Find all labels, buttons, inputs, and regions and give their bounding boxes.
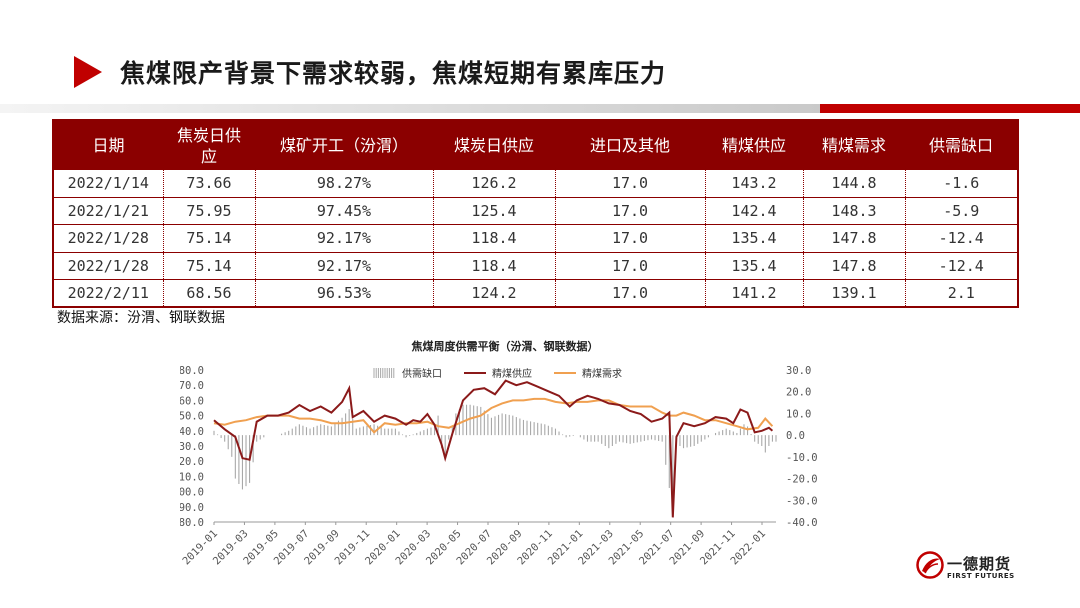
- title-divider-gray: [0, 104, 820, 113]
- table-header-row: 日期 焦炭日供 应 煤矿开工（汾渭） 煤炭日供应 进口及其他 精煤供应 精煤需求…: [53, 120, 1018, 170]
- y-left-tick-label: 160.0: [180, 395, 204, 407]
- y-left-tick-label: 180.0: [180, 365, 204, 377]
- first-futures-logo-icon: [916, 551, 944, 579]
- table-cell: -12.4: [904, 251, 1018, 280]
- table-cell: 148.3: [802, 196, 905, 225]
- table-cell: -5.9: [904, 196, 1018, 225]
- y-left-tick-label: 80.0: [180, 517, 204, 529]
- supply-demand-chart: 焦煤周度供需平衡（汾渭、钢联数据） 供需缺口 精煤供应 精煤需求 80.0 90.0 1…: [180, 339, 818, 567]
- table-cell: 147.8: [802, 251, 905, 280]
- logo-subtitle: FIRST FUTURES: [947, 572, 1015, 580]
- y-right-tick-label: 0.0: [786, 430, 805, 442]
- y-right-tick-label: 20.0: [786, 387, 811, 399]
- table-cell: 75.95: [162, 196, 255, 225]
- supply-demand-table: 日期 焦炭日供 应 煤矿开工（汾渭） 煤炭日供应 进口及其他 精煤供应 精煤需求…: [52, 119, 1019, 308]
- table-cell: 73.66: [162, 170, 255, 198]
- source-note: 数据来源：汾渭、钢联数据: [57, 310, 225, 326]
- table-cell: 97.45%: [254, 196, 433, 225]
- table-cell: -1.6: [904, 170, 1018, 198]
- table-header-cell: 日期: [53, 120, 163, 170]
- table-cell: 2022/1/21: [53, 196, 163, 225]
- table-header-cell: 精煤需求: [803, 120, 905, 170]
- y-left-tick-label: 130.0: [180, 441, 204, 453]
- y-left-tick-label: 170.0: [180, 380, 204, 392]
- table-cell: 124.2: [432, 279, 555, 307]
- company-logo: 一德期货 FIRST FUTURES: [916, 551, 1016, 581]
- table-header-cell: 供需缺口: [905, 120, 1018, 170]
- table-header-cell: 煤炭日供应: [433, 120, 555, 170]
- y-left-tick-label: 120.0: [180, 456, 204, 468]
- legend-label: 精煤供应: [492, 367, 532, 380]
- chart-legend: 供需缺口 精煤供应 精煤需求: [373, 367, 622, 380]
- y-right-tick-label: -40.0: [786, 517, 818, 529]
- legend-label: 供需缺口: [402, 367, 442, 380]
- legend-label: 精煤需求: [582, 367, 622, 380]
- table-header-cell: 焦炭日供 应: [163, 120, 255, 170]
- table-cell: 2022/1/14: [67, 174, 149, 193]
- logo-name: 一德期货: [947, 555, 1012, 573]
- chart-axes: 80.0 90.0 100.0 110.0 120.0 130.0 140.0 150.0 16…: [180, 365, 818, 567]
- table-cell: 118.4: [432, 251, 555, 280]
- y-right-tick-label: -20.0: [786, 474, 818, 486]
- y-left-tick-label: 150.0: [180, 411, 204, 423]
- table-cell: -12.4: [904, 224, 1018, 253]
- table-cell: 17.0: [554, 170, 705, 198]
- table-row: 2022/1/14 73.66 98.27% 126.2 17.0 143.2 …: [53, 170, 1018, 198]
- table-row: 2022/1/28 75.14 92.17% 118.4 17.0 135.4 …: [53, 251, 1018, 280]
- table-cell: 118.4: [432, 224, 555, 253]
- table-cell: 139.1: [802, 279, 905, 307]
- y-left-tick-label: 110.0: [180, 471, 204, 483]
- table-cell: 125.4: [432, 196, 555, 225]
- table-cell: 17.0: [554, 251, 705, 280]
- page-title: 焦煤限产背景下需求较弱，焦煤短期有累库压力: [120, 59, 667, 88]
- table-cell: 2022/2/11: [53, 279, 163, 307]
- title-divider: [0, 104, 1080, 114]
- table-cell: 135.4: [704, 224, 803, 253]
- table-cell: 2022/1/28: [53, 251, 163, 280]
- table-cell: 135.4: [704, 251, 803, 280]
- supply-line: [213, 379, 774, 518]
- y-right-tick-label: 10.0: [786, 408, 811, 420]
- chart-title: 焦煤周度供需平衡（汾渭、钢联数据）: [411, 339, 599, 353]
- table-cell: 96.53%: [254, 279, 433, 307]
- table-cell: 2.1: [904, 279, 1018, 307]
- table-cell: 141.2: [704, 279, 803, 307]
- gap-bar-series: [213, 404, 777, 512]
- table-cell: 75.14: [162, 251, 255, 280]
- legend-swatch-gap: [373, 368, 395, 378]
- table-header-cell: 煤矿开工（汾渭）: [255, 120, 433, 170]
- y-right-tick-label: -10.0: [786, 452, 818, 464]
- table-cell: 126.2: [432, 170, 555, 198]
- table-cell: 98.27%: [254, 170, 433, 198]
- table-row: 2022/1/21 75.95 97.45% 125.4 17.0 142.4 …: [53, 196, 1018, 225]
- table-cell: 17.0: [554, 196, 705, 225]
- table-row: 2022/1/28 75.14 92.17% 118.4 17.0 135.4 …: [53, 224, 1018, 253]
- table-cell: 17.0: [554, 279, 705, 307]
- y-left-tick-label: 140.0: [180, 426, 204, 438]
- table-cell: 68.56: [162, 279, 255, 307]
- table-cell: 143.2: [704, 170, 803, 198]
- y-right-tick-label: 30.0: [786, 365, 811, 377]
- y-right-tick-label: -30.0: [786, 495, 818, 507]
- table-header-cell: 精煤供应: [705, 120, 803, 170]
- table-cell: 92.17%: [254, 224, 433, 253]
- y-left-tick-label: 100.0: [180, 487, 204, 499]
- table-header-cell: 进口及其他: [555, 120, 705, 170]
- table-row: 2022/2/11 68.56 96.53% 124.2 17.0 141.2 …: [53, 279, 1018, 307]
- table-cell: 2022/1/28: [53, 224, 163, 253]
- y-left-tick-label: 90.0: [180, 502, 204, 514]
- table-cell: 142.4: [704, 196, 803, 225]
- title-divider-red: [820, 104, 1080, 113]
- chart-lines: [213, 379, 774, 518]
- title-arrow-icon: [74, 56, 102, 88]
- table-cell: 144.8: [802, 170, 905, 198]
- demand-line: [213, 397, 774, 434]
- table-cell: 92.17%: [254, 251, 433, 280]
- table-cell: 17.0: [554, 224, 705, 253]
- table-cell: 75.14: [162, 224, 255, 253]
- table-cell: 147.8: [802, 224, 905, 253]
